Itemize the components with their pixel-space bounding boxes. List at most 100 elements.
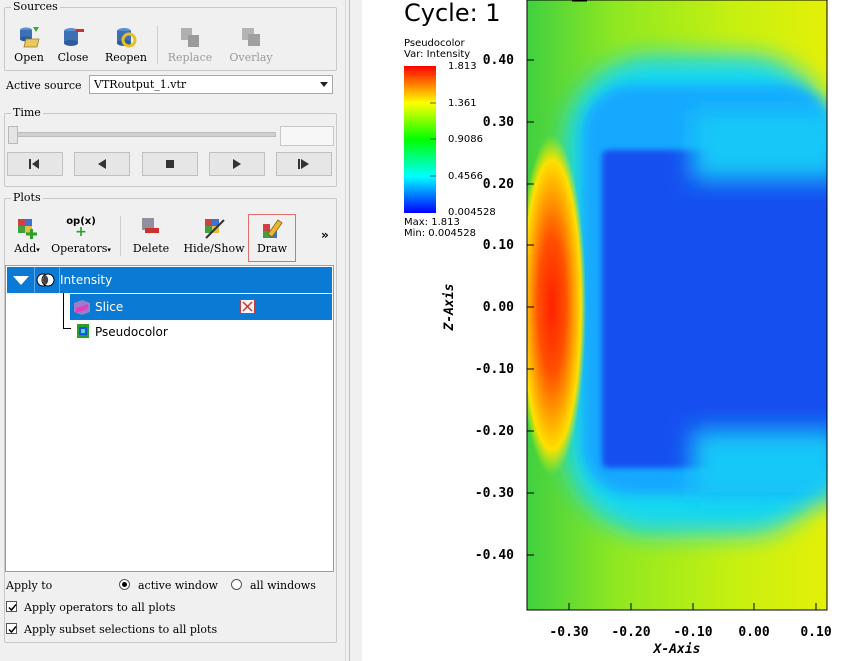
x-axis-title: X-Axis (653, 642, 701, 657)
next-frame-button[interactable] (276, 152, 332, 176)
overlay-icon (242, 28, 260, 46)
draw-button[interactable]: Draw (249, 216, 295, 256)
x-axis-ticks (568, 603, 817, 610)
delete-label: Delete (132, 242, 170, 255)
reopen-button[interactable]: Reopen (103, 25, 149, 65)
panel-splitter[interactable] (345, 0, 363, 661)
legend-tick: 0.9086 (448, 134, 483, 145)
active-window-label: active window (138, 579, 218, 592)
y-tick-label: 0.20 (483, 177, 514, 192)
delete-icon (142, 218, 159, 233)
legend-min: Min: 0.004528 (404, 228, 477, 239)
reverse-play-button[interactable] (74, 152, 130, 176)
previous-frame-button[interactable] (7, 152, 63, 176)
plots-group: Plots (4, 191, 337, 643)
hide-show-icon (205, 219, 225, 239)
y-tick-label: -0.20 (475, 424, 514, 439)
legend-title: Pseudocolor (404, 38, 465, 49)
active-source-value: VTRoutput_1.vtr (94, 78, 187, 91)
y-tick-label: 0.00 (483, 300, 514, 315)
reverse-play-icon (98, 159, 106, 169)
legend-max: Max: 1.813 (404, 217, 460, 228)
open-button[interactable]: Open (6, 25, 52, 65)
overlay-label: Overlay (229, 51, 273, 64)
active-window-radio[interactable] (119, 579, 130, 590)
apply-operators-checkbox[interactable] (6, 601, 17, 612)
time-slider-handle[interactable] (8, 126, 18, 144)
delete-button[interactable]: Delete (128, 216, 174, 256)
plots-title: Plots (11, 191, 43, 204)
plot-row-pseudocolor[interactable]: Pseudocolor (70, 320, 332, 346)
plot-sub-name: Pseudocolor (95, 325, 168, 339)
sources-title: Sources (11, 0, 60, 13)
cycle-label: Cycle: 1 (404, 0, 501, 27)
legend-tick: 1.813 (448, 61, 477, 72)
y-tick-label: 0.40 (483, 53, 514, 68)
previous-frame-icon (29, 159, 39, 169)
close-button[interactable]: Close (50, 25, 96, 65)
apply-subset-checkbox[interactable] (6, 623, 17, 634)
legend-tick: 1.361 (448, 98, 477, 109)
legend-var: Var: Intensity (404, 49, 471, 60)
add-plot-icon (18, 219, 37, 239)
tree-connector (63, 328, 71, 329)
toolbar-separator (120, 216, 121, 256)
chevron-down-icon (320, 82, 328, 87)
pseudocolor-plot-icon (77, 324, 89, 338)
slice-operator-icon (74, 300, 90, 315)
remove-operator-icon[interactable] (240, 299, 255, 314)
time-title: Time (11, 106, 43, 119)
apply-operators-label: Apply operators to all plots (24, 601, 176, 614)
replace-label: Replace (167, 51, 213, 64)
y-tick-label: -0.10 (475, 362, 514, 377)
splitter-edge (349, 0, 350, 661)
x-tick-label: 0.00 (738, 625, 769, 640)
stop-icon (166, 160, 174, 168)
x-tick-label: -0.30 (549, 625, 588, 640)
plot-frame (526, 0, 828, 611)
close-icon (64, 28, 84, 46)
plot-list[interactable]: Intensity Slice Pseudocolor (5, 265, 334, 572)
reopen-icon (117, 28, 137, 48)
plot-canvas: 0.40 0.30 0.20 0.10 0.00 -0.10 -0.20 -0.… (404, 0, 832, 657)
operators-icon: op(x) + (66, 216, 96, 240)
close-label: Close (57, 51, 89, 64)
pseudocolor-field (527, 0, 827, 610)
open-label: Open (14, 51, 44, 64)
more-tools-chevron[interactable]: » (321, 228, 329, 242)
expand-arrow-icon[interactable] (10, 272, 32, 288)
operator-row-slice[interactable]: Slice (70, 294, 332, 320)
x-tick-label: -0.20 (611, 625, 650, 640)
toolbar-separator (157, 26, 158, 64)
active-source-label: Active source (6, 79, 82, 92)
time-slider[interactable] (14, 132, 276, 137)
legend-tick: 0.4566 (448, 171, 483, 182)
plot-row-intensity[interactable]: Intensity (7, 267, 332, 293)
visibility-icon[interactable] (36, 272, 56, 288)
time-state-field[interactable] (280, 126, 334, 146)
operators-button[interactable]: op(x) + Operators▾ (51, 216, 111, 256)
tree-connector (63, 293, 64, 329)
draw-icon (263, 219, 283, 238)
y-tick-label: 0.30 (483, 115, 514, 130)
check-icon (8, 626, 17, 634)
plot-name: Intensity (60, 273, 113, 287)
play-button[interactable] (209, 152, 265, 176)
draw-label: Draw (256, 242, 288, 255)
replace-button[interactable]: Replace (167, 25, 213, 65)
stop-button[interactable] (142, 152, 198, 176)
visualization-window[interactable]: Cycle: 1 Pseudocolor Var: Intensity 1.81… (362, 0, 845, 661)
replace-icon (181, 28, 199, 47)
active-source-dropdown[interactable]: VTRoutput_1.vtr (89, 75, 333, 94)
apply-to-label: Apply to (6, 579, 53, 592)
sources-group: Sources (4, 0, 337, 71)
hide-show-button[interactable]: Hide/Show (183, 216, 245, 256)
hide-show-label: Hide/Show (183, 242, 245, 255)
y-tick-label: -0.40 (475, 548, 514, 563)
all-windows-radio[interactable] (231, 579, 242, 590)
add-plot-button[interactable]: Add▾ (4, 216, 50, 256)
all-windows-label: all windows (250, 579, 316, 592)
x-tick-label: -0.10 (673, 625, 712, 640)
overlay-button[interactable]: Overlay (228, 25, 274, 65)
check-icon (8, 604, 17, 612)
